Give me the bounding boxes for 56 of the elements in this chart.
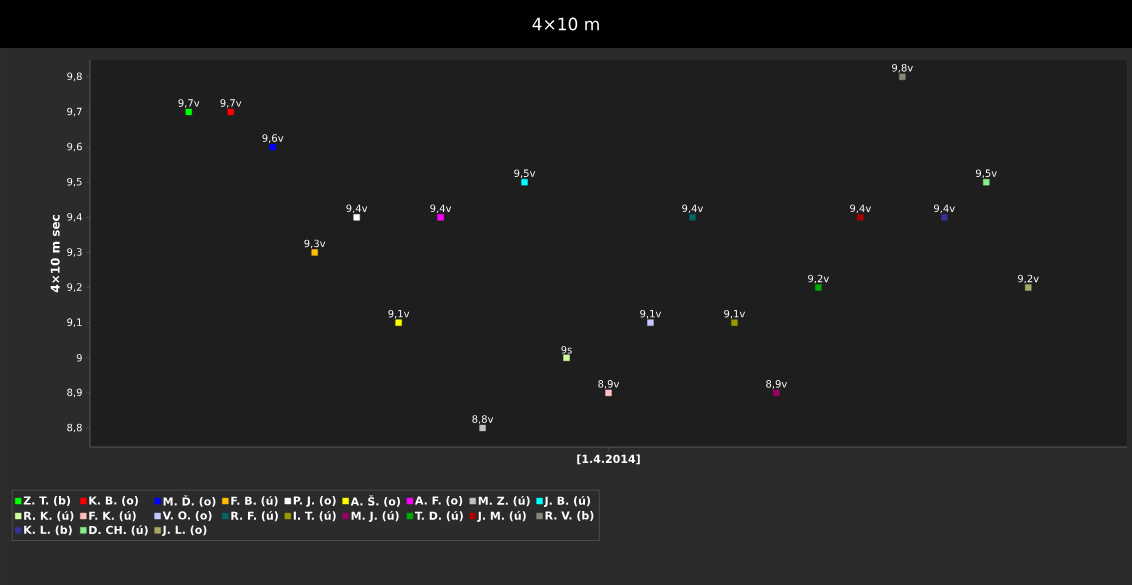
data-label: 9,5v <box>975 169 997 178</box>
data-label: 9,3v <box>304 239 326 249</box>
y-tick-label: 9,4 <box>67 213 82 222</box>
data-label: 9,4v <box>850 204 871 214</box>
data-label: 9,4v <box>346 204 368 214</box>
legend-label: M. Z. (ú) <box>478 495 530 507</box>
legend-label: V. O. (o) <box>162 511 212 521</box>
y-tick-label: 9,2 <box>67 283 82 292</box>
data-label: 9,7v <box>220 99 242 108</box>
data-label: 8,9v <box>766 380 788 389</box>
data-label: 9,4v <box>682 204 704 214</box>
data-label: 9,4v <box>934 204 955 214</box>
y-tick-label: 8,8 <box>67 423 82 433</box>
legend-label: Z. T. (b) <box>23 496 71 506</box>
data-label: 9,2v <box>808 274 829 284</box>
legend-label: R. K. (ú) <box>24 510 74 522</box>
legend-label: K. B. (o) <box>89 496 138 506</box>
data-label: 8,8v <box>472 415 494 424</box>
legend-label: K. L. (b) <box>24 525 72 536</box>
legend-label: J. L. (o) <box>162 525 207 536</box>
legend-label: P. J. (o) <box>293 496 336 507</box>
x-tick-label: [1.4.2014] <box>577 454 640 465</box>
data-label: 9,8v <box>892 64 913 73</box>
data-label: 9,1v <box>640 309 662 319</box>
legend-label: R. F. (ú) <box>231 510 278 522</box>
data-label: 9,1v <box>724 309 746 319</box>
y-tick-label: 9,8 <box>67 72 82 82</box>
legend-label: T. D. (ú) <box>414 510 463 522</box>
legend-label: J. B. (ú) <box>543 495 591 507</box>
data-label: 9,6v <box>262 134 284 143</box>
data-label: 9,1v <box>388 309 410 319</box>
y-axis-title: 4×10 m sec <box>50 215 60 293</box>
y-tick-label: 9,5 <box>67 177 82 187</box>
data-label: 9s <box>561 346 572 354</box>
legend-label: M. J. (ú) <box>351 510 399 522</box>
legend-label: F. B. (ú) <box>231 495 278 507</box>
data-label: 9,4v <box>430 204 452 214</box>
chart-title: 4×10 m <box>532 17 599 31</box>
y-tick-label: 9,7 <box>67 107 82 117</box>
data-label: 8,9v <box>598 380 620 389</box>
legend-label: R. V. (b) <box>545 511 594 521</box>
y-tick-label: 9,6 <box>67 142 82 152</box>
legend-label: F. K. (ú) <box>89 510 136 522</box>
legend-label: A. F. (o) <box>414 496 463 506</box>
data-label: 9,5v <box>514 169 536 178</box>
data-label: 9,7v <box>178 99 200 108</box>
legend-label: D. CH. (ú) <box>89 525 148 536</box>
legend-label: I. T. (ú) <box>293 510 336 522</box>
y-tick-label: 9,3 <box>67 248 82 257</box>
y-tick-label: 9 <box>76 354 82 362</box>
legend-label: J. M. (ú) <box>477 510 526 522</box>
y-tick-label: 9,1 <box>67 318 82 327</box>
data-label: 9,2v <box>1017 274 1039 284</box>
legend-label: A. Š. (o) <box>350 495 400 507</box>
y-tick-label: 8,9 <box>67 388 82 398</box>
legend-label: M. Ď. (o) <box>163 495 216 507</box>
